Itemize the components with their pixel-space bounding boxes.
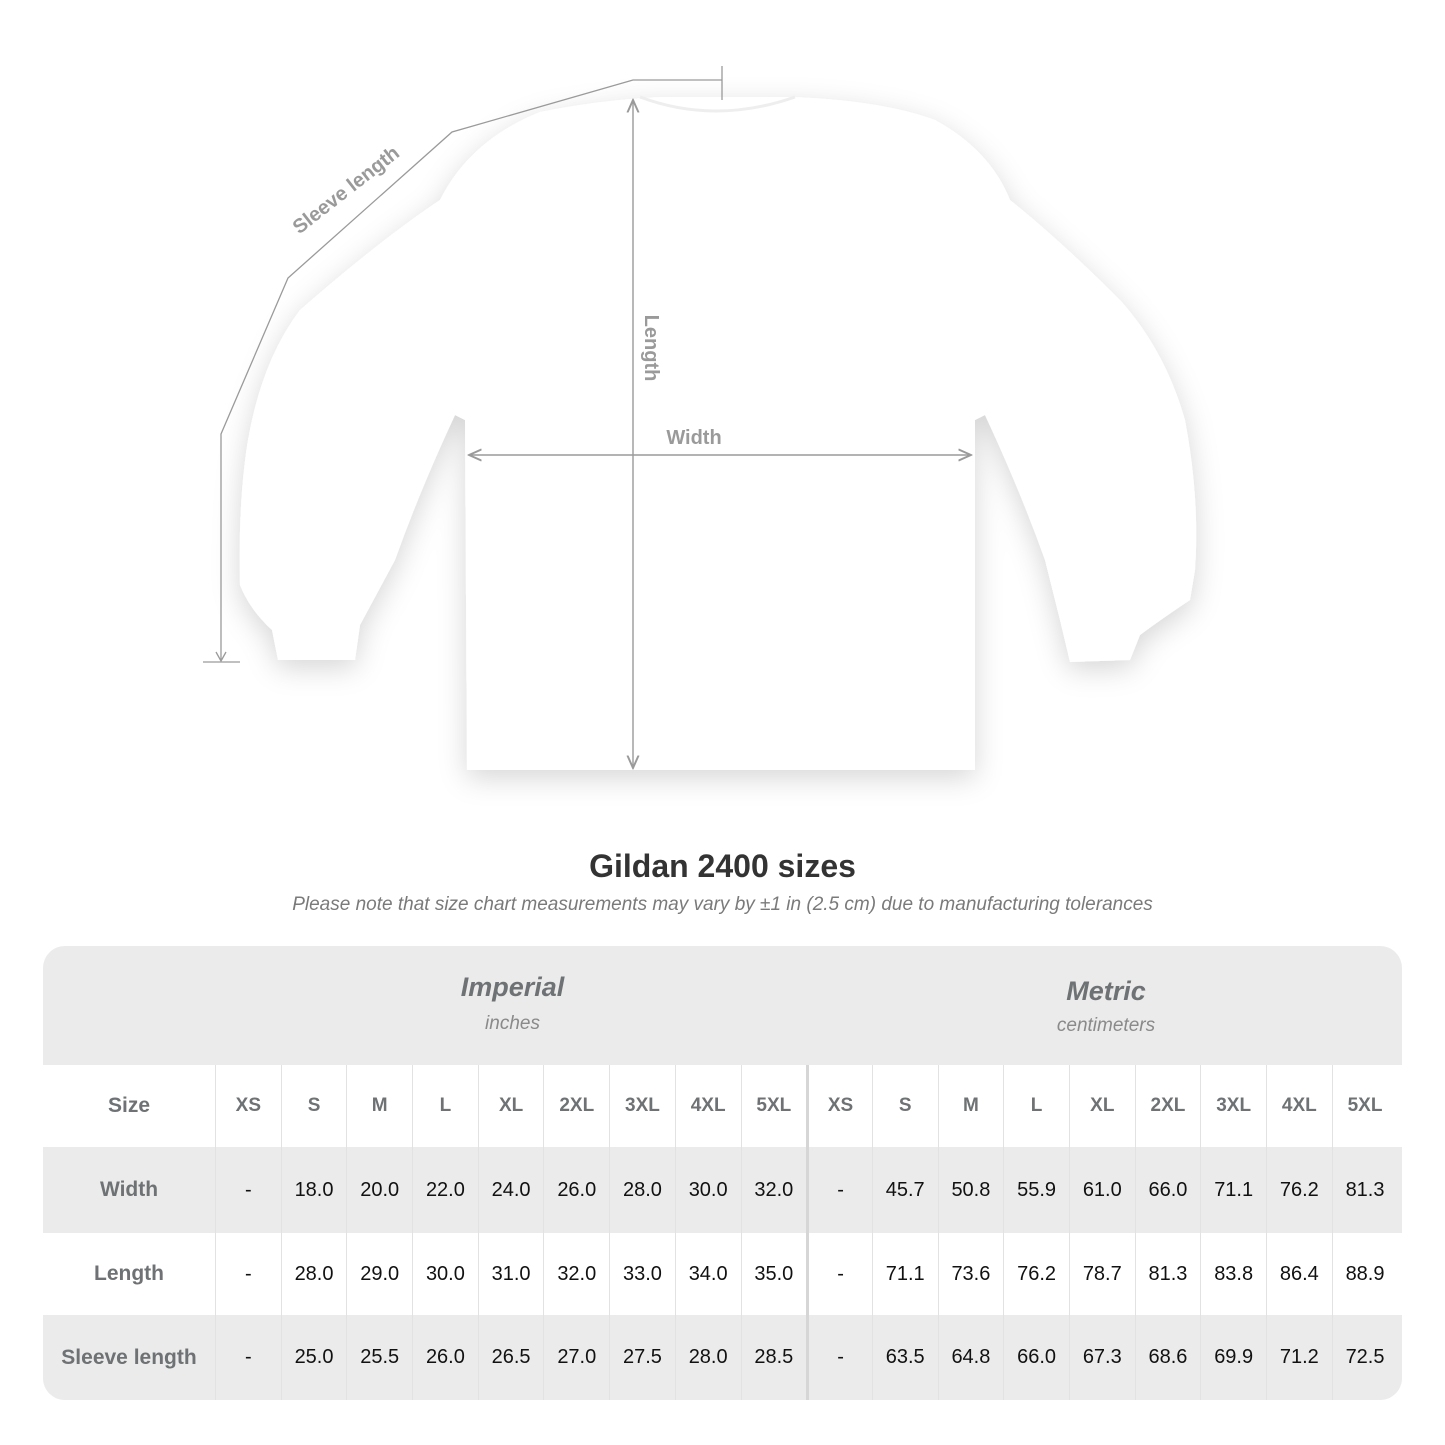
imperial-size-header: 3XL <box>609 1065 675 1147</box>
imperial-value-cell: 20.0 <box>346 1147 412 1233</box>
metric-value-cell: 83.8 <box>1200 1233 1266 1315</box>
imperial-size-header: XL <box>477 1065 544 1147</box>
imperial-value-cell: 27.0 <box>543 1315 609 1400</box>
metric-size-header: 4XL <box>1266 1065 1332 1147</box>
table-row: Sleeve length -25.0 25.5 26.0 26.5 27.0 27.5 28… <box>43 1315 1402 1400</box>
metric-size-header: 3XL <box>1200 1065 1266 1147</box>
imperial-size-header: 5XL <box>740 1065 807 1147</box>
imperial-size-header: XS <box>215 1065 281 1147</box>
metric-value-cell: - <box>806 1315 872 1400</box>
imperial-size-header: 2XL <box>543 1065 609 1147</box>
metric-value-cell: 66.0 <box>1003 1315 1069 1400</box>
metric-value-cell: 76.2 <box>1003 1233 1069 1315</box>
imperial-value-cell: - <box>215 1147 281 1233</box>
metric-size-header: XS <box>806 1065 872 1147</box>
metric-value-cell: 76.2 <box>1266 1147 1332 1233</box>
size-header-row: Size XS S M L XL 2XL 3XL 4XL 5XL XS S M L XL 2XL 3XL 4XL 5… <box>43 1065 1402 1147</box>
tolerance-note: Please note that size chart measurements… <box>292 894 1153 915</box>
imperial-value-cell: 26.0 <box>412 1315 478 1400</box>
metric-value-cell: 66.0 <box>1134 1147 1201 1233</box>
sleeve-measure-line <box>203 66 723 663</box>
imperial-value-cell: 24.0 <box>477 1147 544 1233</box>
collar <box>639 95 796 113</box>
metric-value-cell: 81.3 <box>1331 1147 1398 1233</box>
imperial-value-cell: 32.0 <box>543 1233 609 1315</box>
imperial-size-header: M <box>346 1065 412 1147</box>
imperial-unit: inches <box>485 1013 540 1034</box>
metric-header: Metric centimeters <box>810 946 1402 1063</box>
metric-size-header: XL <box>1068 1065 1135 1147</box>
imperial-size-header: S <box>280 1065 347 1147</box>
imperial-value-cell: 35.0 <box>740 1233 807 1315</box>
metric-value-cell: 88.9 <box>1331 1233 1398 1315</box>
imperial-value-cell: 27.5 <box>609 1315 675 1400</box>
metric-unit: centimeters <box>1056 1015 1156 1036</box>
metric-value-cell: - <box>806 1233 872 1315</box>
imperial-value-cell: 22.0 <box>412 1147 478 1233</box>
metric-value-cell: 67.3 <box>1068 1315 1135 1400</box>
metric-value-cell: 81.3 <box>1134 1233 1201 1315</box>
row-label: Length <box>94 1262 164 1285</box>
imperial-value-cell: 25.5 <box>346 1315 412 1400</box>
shirt-diagram: Sleeve length Length Width <box>203 66 1197 770</box>
imperial-value-cell: 28.0 <box>280 1233 347 1315</box>
imperial-value-cell: 29.0 <box>346 1233 412 1315</box>
row-label: Sleeve length <box>61 1345 197 1369</box>
length-label: Length <box>640 315 662 382</box>
imperial-value-cell: 25.0 <box>280 1315 347 1400</box>
imperial-value-cell: 26.0 <box>543 1147 609 1233</box>
metric-value-cell: - <box>806 1147 872 1233</box>
metric-size-header: L <box>1003 1065 1069 1147</box>
width-label: Width <box>666 427 721 449</box>
imperial-value-cell: 26.5 <box>477 1315 544 1400</box>
imperial-title: Imperial <box>460 972 565 1002</box>
metric-value-cell: 68.6 <box>1134 1315 1201 1400</box>
metric-size-header: 2XL <box>1134 1065 1201 1147</box>
metric-value-cell: 61.0 <box>1068 1147 1135 1233</box>
size-label: Size <box>107 1094 151 1117</box>
metric-size-header: M <box>937 1065 1004 1147</box>
metric-size-header: 5XL <box>1331 1065 1398 1147</box>
metric-value-cell: 63.5 <box>871 1315 938 1400</box>
imperial-value-cell: 30.0 <box>412 1233 478 1315</box>
long-sleeve-shirt <box>239 97 1197 770</box>
imperial-value-cell: 30.0 <box>674 1147 741 1233</box>
imperial-value-cell: 32.0 <box>740 1147 807 1233</box>
metric-value-cell: 86.4 <box>1266 1233 1332 1315</box>
imperial-header: Imperial inches <box>217 946 808 1063</box>
metric-value-cell: 73.6 <box>937 1233 1004 1315</box>
imperial-size-header: 4XL <box>674 1065 741 1147</box>
imperial-value-cell: 33.0 <box>609 1233 675 1315</box>
metric-value-cell: 69.9 <box>1200 1315 1266 1400</box>
metric-title: Metric <box>1066 976 1146 1006</box>
imperial-value-cell: 31.0 <box>477 1233 544 1315</box>
table-row: Width -18.0 20.0 22.0 24.0 26.0 28.0 30.0 32.0-4… <box>43 1147 1402 1233</box>
metric-value-cell: 64.8 <box>937 1315 1004 1400</box>
imperial-value-cell: 28.0 <box>609 1147 675 1233</box>
imperial-value-cell: 18.0 <box>280 1147 347 1233</box>
metric-value-cell: 50.8 <box>937 1147 1004 1233</box>
imperial-value-cell: - <box>215 1233 281 1315</box>
imperial-size-header: L <box>412 1065 478 1147</box>
imperial-value-cell: 28.5 <box>740 1315 807 1400</box>
row-label: Width <box>99 1178 159 1201</box>
imperial-value-cell: - <box>215 1315 281 1400</box>
metric-value-cell: 71.1 <box>871 1233 938 1315</box>
metric-value-cell: 71.2 <box>1266 1315 1332 1400</box>
size-table: Imperial inches Metric centimeters Size X… <box>43 946 1402 1400</box>
metric-value-cell: 45.7 <box>871 1147 938 1233</box>
metric-value-cell: 71.1 <box>1200 1147 1266 1233</box>
metric-value-cell: 72.5 <box>1331 1315 1398 1400</box>
metric-size-header: S <box>871 1065 938 1147</box>
metric-value-cell: 55.9 <box>1003 1147 1069 1233</box>
imperial-value-cell: 28.0 <box>674 1315 741 1400</box>
table-row: Length -28.0 29.0 30.0 31.0 32.0 33.0 34.0 35.0-… <box>43 1233 1402 1315</box>
metric-value-cell: 78.7 <box>1068 1233 1135 1315</box>
imperial-value-cell: 34.0 <box>674 1233 741 1315</box>
page-title: Gildan 2400 sizes <box>589 848 856 884</box>
